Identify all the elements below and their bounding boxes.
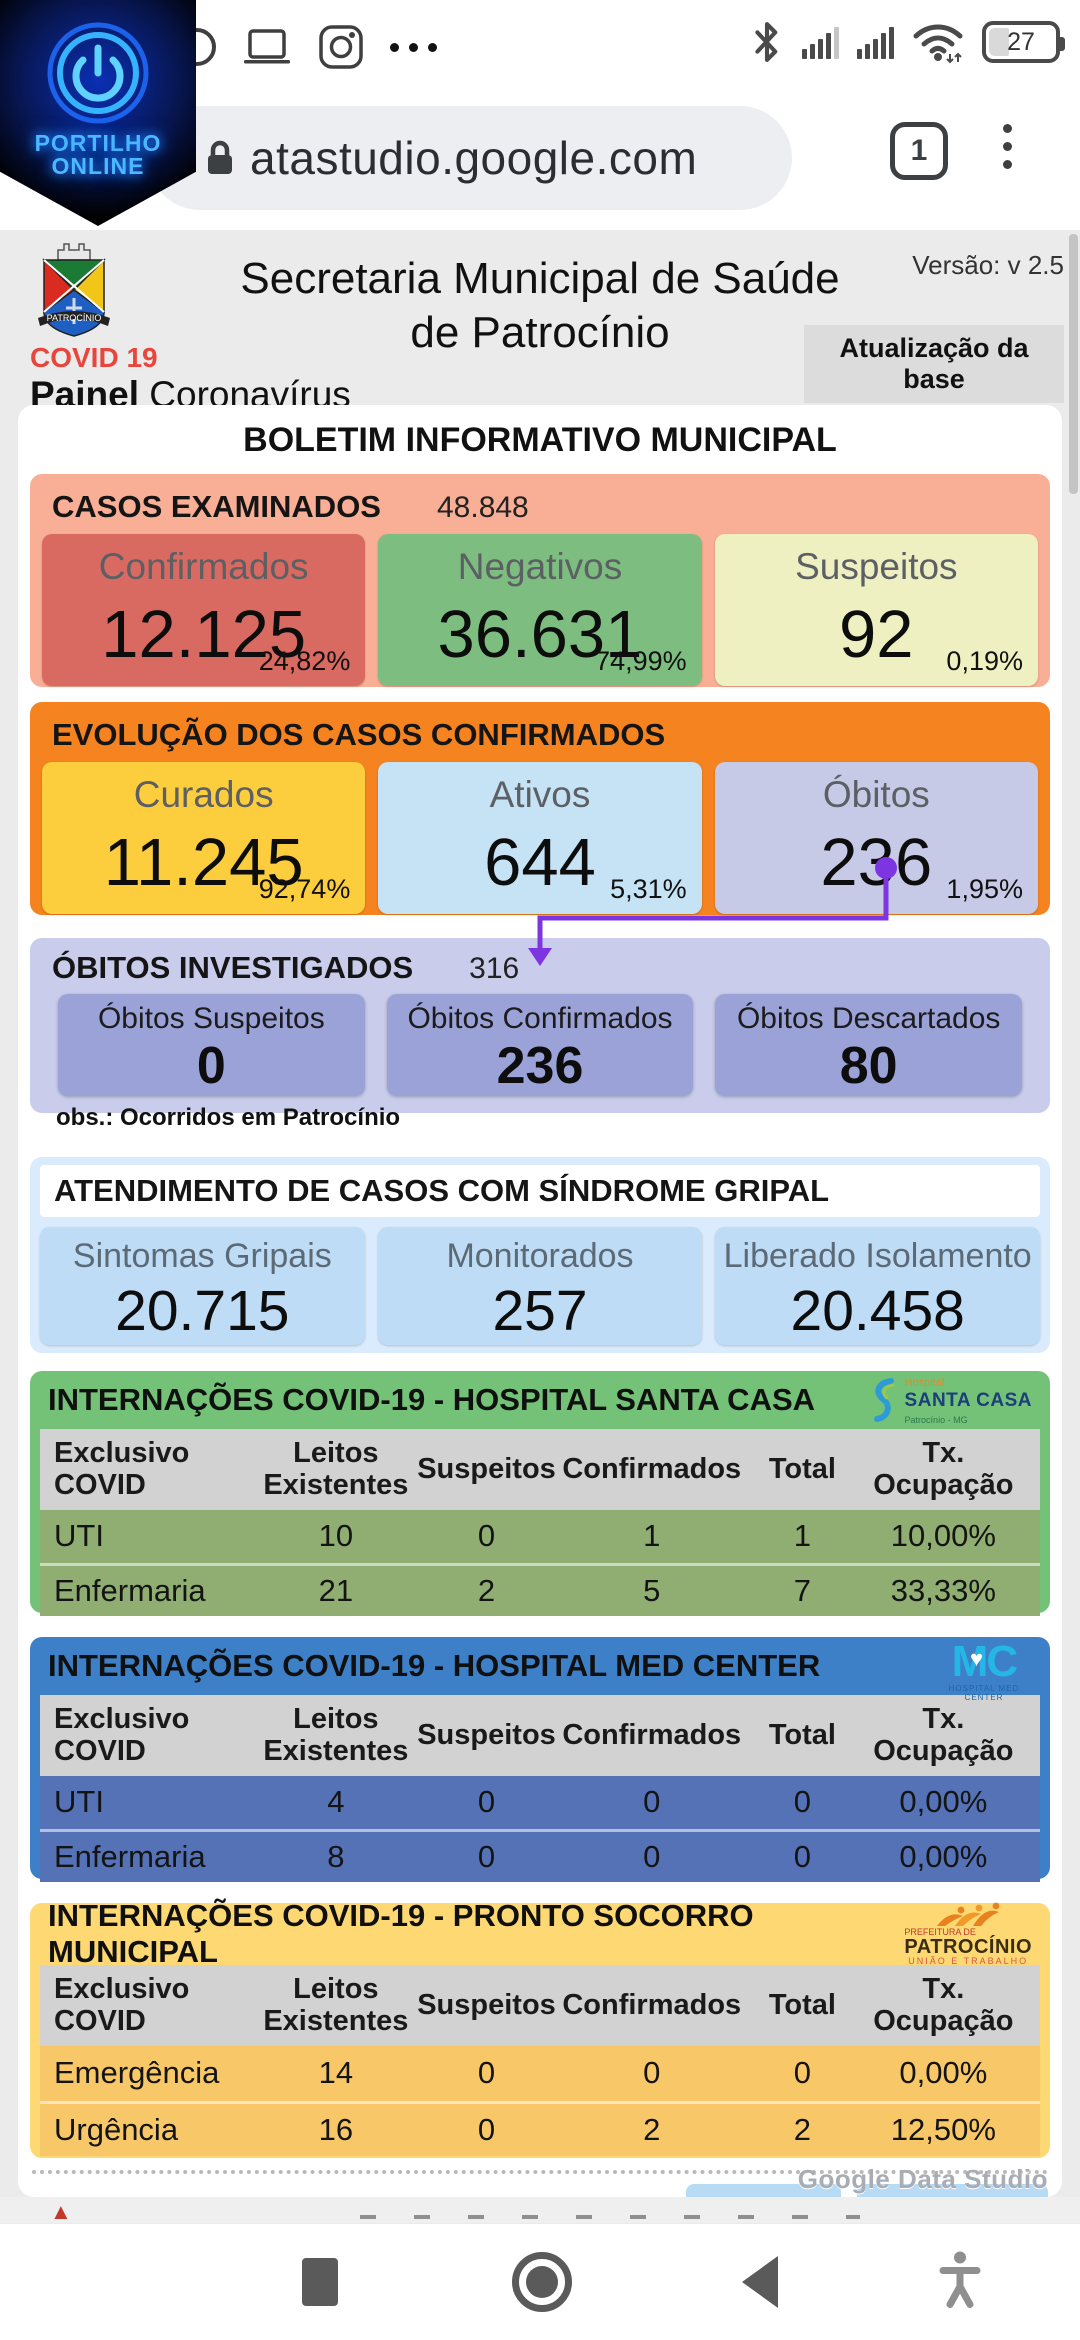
badge-line1: PORTILHO [34, 130, 162, 156]
table-row: UTI 4 0 0 0 0,00% [40, 1775, 1040, 1829]
casos-total: 48.848 [436, 491, 529, 524]
section-obitos-investigados: ÓBITOS INVESTIGADOS 316 Óbitos Suspeitos… [30, 938, 1050, 1131]
card-obitos-suspeitos: Óbitos Suspeitos 0 [58, 994, 365, 1096]
med-center-title: INTERNAÇÕES COVID-19 - HOSPITAL MED CENT… [48, 1648, 821, 1683]
covid19-label: COVID 19 [30, 342, 158, 373]
card-obitos-confirmados: Óbitos Confirmados 236 [386, 994, 694, 1096]
table-row: Emergência 14 0 0 0 0,00% [40, 2045, 1040, 2101]
report-panel: BOLETIM INFORMATIVO MUNICIPAL CASOS EXAM… [18, 405, 1062, 2197]
google-data-studio-watermark: Google Data Studio [797, 2164, 1048, 2194]
table-header: Exclusivo COVID Leitos Existentes Suspeito… [40, 1429, 1040, 1510]
battery-icon: 27 [982, 21, 1065, 63]
gripal-title: ATENDIMENTO DE CASOS COM SÍNDROME GRIPAL [40, 1165, 1040, 1217]
section-casos-examinados: CASOS EXAMINADOS 48.848 Confirmados 12.1… [30, 474, 1050, 687]
tab-count: 1 [910, 134, 928, 167]
table-row: Urgência 16 0 2 2 12,50% [40, 2100, 1040, 2156]
browser-menu-button[interactable] [1003, 124, 1012, 169]
card-sintomas-gripais: Sintomas Gripais 20.715 [40, 1227, 365, 1345]
lock-icon [208, 140, 232, 174]
table-row: Enfermaria 21 2 5 7 33,33% [40, 1562, 1040, 1616]
cell-signal-icon [857, 25, 894, 59]
notification-overflow-icon [390, 42, 437, 52]
obitos-note: obs.: Ocorridos em Patrocínio [56, 1104, 401, 1131]
badge-line2: ONLINE [51, 153, 145, 179]
card-negativos: Negativos 36.631 74,99% [378, 534, 702, 686]
card-monitorados: Monitorados 257 [377, 1227, 703, 1345]
home-button[interactable] [512, 2252, 572, 2312]
laptop-icon [244, 29, 290, 64]
arquivo-button[interactable]: Arquivo [686, 2184, 841, 2197]
update-base-label: Atualização da base [804, 325, 1064, 403]
card-suspeitos: Suspeitos 92 0,19% [714, 534, 1038, 686]
card-obitos: Óbitos 236 1,95% [714, 762, 1038, 914]
divider [32, 2170, 1048, 2174]
santa-casa-s-icon [873, 1378, 895, 1422]
patrocinio-logo: PREFEITURA DE PATROCÍNIO UNIÃO E TRABALH… [904, 1902, 1032, 1966]
accessibility-button[interactable] [938, 2251, 982, 2314]
heart-icon: ♥ [970, 1646, 984, 1671]
version-label: Versão: v 2.5 [912, 250, 1064, 280]
power-icon [47, 22, 149, 124]
dashboard-header: PATROCÍNIO Secretaria Municipal de Saúde… [0, 230, 1080, 448]
url-text: atastudio.google.com [250, 132, 698, 184]
cell-signal-icon [802, 25, 839, 59]
dashboard-title: Secretaria Municipal de Saúde de Patrocí… [240, 254, 840, 357]
obitos-title: ÓBITOS INVESTIGADOS [52, 950, 414, 985]
table-row: Enfermaria 8 0 0 0 0,00% [40, 1828, 1040, 1882]
dashboard-page: PATROCÍNIO Secretaria Municipal de Saúde… [0, 230, 1080, 2224]
svg-text:PATROCÍNIO: PATROCÍNIO [47, 313, 102, 323]
cutoff-disclaimer-strip: ▲ [0, 2197, 1080, 2223]
back-button[interactable] [742, 2256, 778, 2308]
bulletin-title: BOLETIM INFORMATIVO MUNICIPAL [243, 421, 837, 459]
card-obitos-descartados: Óbitos Descartados 80 [715, 994, 1023, 1096]
city-crest-logo: PATROCÍNIO [38, 243, 110, 337]
portilho-online-watermark: PORTILHO ONLINE [0, 0, 196, 226]
bluetooth-icon [755, 22, 778, 62]
cutoff-text-remnant [360, 2215, 860, 2219]
accessibility-person-icon [939, 2251, 981, 2308]
santa-casa-title: INTERNAÇÕES COVID-19 - HOSPITAL SANTA CA… [48, 1382, 816, 1417]
santa-casa-logo: Hospital SANTA CASA Patrocínio - MG [869, 1373, 1032, 1428]
obitos-total: 316 [469, 952, 520, 985]
table-row: UTI 10 0 1 1 10,00% [40, 1509, 1040, 1563]
casos-title: CASOS EXAMINADOS [52, 489, 381, 524]
warning-triangle-icon: ▲ [50, 2199, 72, 2223]
instagram-icon [319, 25, 363, 69]
microdado-button[interactable]: Microdado [856, 2184, 1048, 2197]
scrollbar[interactable] [1069, 234, 1078, 494]
wifi-icon [913, 24, 963, 64]
section-pronto-socorro: INTERNAÇÕES COVID-19 - PRONTO SOCORRO MU… [30, 1898, 1050, 2158]
tab-switcher-button[interactable]: 1 [890, 122, 948, 180]
table-header: Exclusivo COVID Leitos Existentes Suspeito… [40, 1965, 1040, 2046]
med-center-logo: MC ♥ HOSPITAL MED CENTER [948, 1637, 1020, 1703]
card-liberado-isolamento: Liberado Isolamento 20.458 [715, 1227, 1041, 1345]
url-bar[interactable]: atastudio.google.com [148, 106, 792, 210]
section-hospital-santa-casa: INTERNAÇÕES COVID-19 - HOSPITAL SANTA CA… [30, 1371, 1050, 1616]
battery-percent: 27 [1007, 27, 1035, 56]
card-confirmados: Confirmados 12.125 24,82% [42, 534, 366, 686]
section-sindrome-gripal: ATENDIMENTO DE CASOS COM SÍNDROME GRIPAL… [30, 1157, 1050, 1353]
android-nav-bar [0, 2224, 1080, 2340]
card-curados: Curados 11.245 92,74% [42, 762, 366, 914]
card-ativos: Ativos 644 5,31% [378, 762, 702, 914]
patrocinio-people-icon [937, 1902, 1000, 1926]
section-hospital-med-center: INTERNAÇÕES COVID-19 - HOSPITAL MED CENT… [30, 1637, 1050, 1882]
pronto-socorro-title: INTERNAÇÕES COVID-19 - PRONTO SOCORRO MU… [48, 1898, 754, 1969]
recents-button[interactable] [302, 2258, 338, 2306]
section-evolucao: EVOLUÇÃO DOS CASOS CONFIRMADOS Curados 1… [30, 702, 1050, 915]
table-header: Exclusivo COVID Leitos Existentes Suspeito… [40, 1695, 1040, 1776]
evolucao-title: EVOLUÇÃO DOS CASOS CONFIRMADOS [52, 717, 666, 752]
